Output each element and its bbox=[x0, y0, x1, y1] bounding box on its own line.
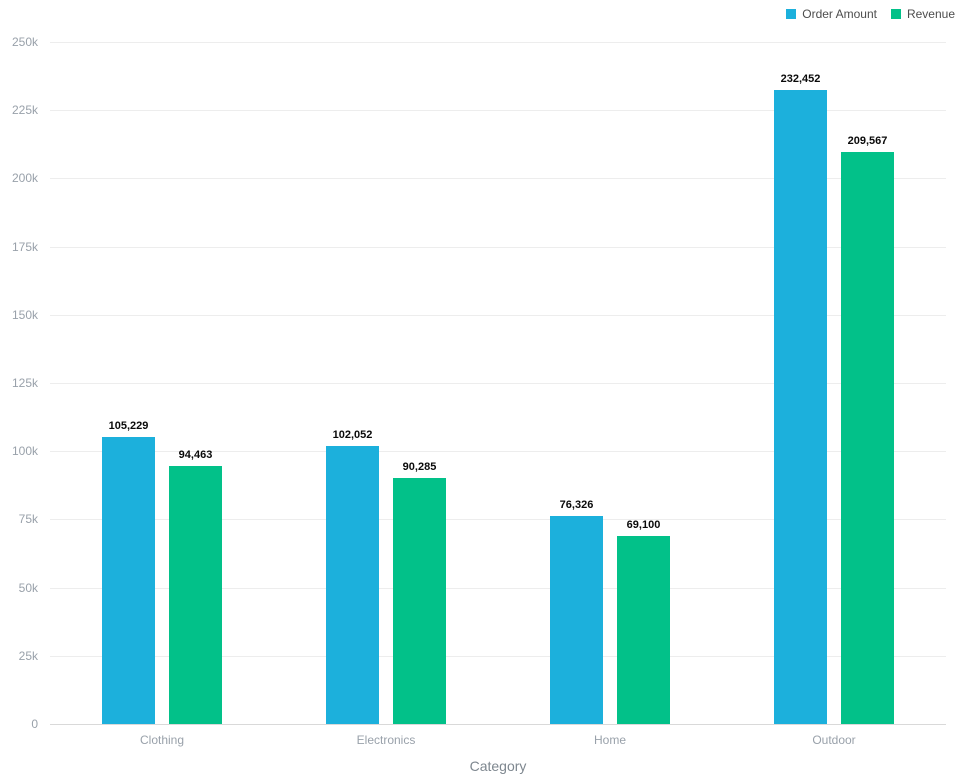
y-tick-label: 50k bbox=[18, 581, 38, 595]
legend: Order Amount Revenue bbox=[786, 7, 955, 21]
y-tick-label: 125k bbox=[11, 376, 38, 390]
bar-order-amount-electronics[interactable] bbox=[326, 445, 379, 724]
value-label-order-amount-outdoor: 232,452 bbox=[780, 72, 821, 85]
gridline bbox=[50, 315, 946, 316]
y-tick-label: 175k bbox=[11, 240, 38, 254]
bar-order-amount-clothing[interactable] bbox=[102, 436, 155, 724]
legend-label: Revenue bbox=[906, 7, 955, 21]
value-label-revenue-outdoor: 209,567 bbox=[847, 135, 888, 148]
y-tick-label: 200k bbox=[11, 171, 38, 185]
bar-revenue-outdoor[interactable] bbox=[841, 152, 894, 724]
legend-item-order-amount[interactable]: Order Amount bbox=[786, 7, 877, 21]
y-tick-label: 150k bbox=[11, 308, 38, 322]
legend-swatch-revenue bbox=[890, 9, 901, 19]
gridline bbox=[50, 519, 946, 520]
x-axis-title: Category bbox=[469, 758, 527, 774]
gridline bbox=[50, 247, 946, 248]
x-axis-baseline bbox=[50, 724, 946, 725]
gridline bbox=[50, 451, 946, 452]
x-tick-label-electronics: Electronics bbox=[356, 733, 416, 747]
y-tick-label: 250k bbox=[11, 35, 38, 49]
bar-order-amount-home[interactable] bbox=[550, 515, 603, 724]
legend-label: Order Amount bbox=[802, 7, 877, 21]
x-tick-label-clothing: Clothing bbox=[139, 733, 185, 747]
y-tick-label: 225k bbox=[11, 103, 38, 117]
value-label-order-amount-electronics: 102,052 bbox=[332, 428, 373, 441]
y-tick-label: 0 bbox=[31, 717, 38, 731]
gridline bbox=[50, 383, 946, 384]
value-label-order-amount-clothing: 105,229 bbox=[108, 419, 149, 432]
legend-item-revenue[interactable]: Revenue bbox=[890, 7, 955, 21]
gridline bbox=[50, 42, 946, 43]
gridline bbox=[50, 588, 946, 589]
bar-revenue-home[interactable] bbox=[617, 535, 670, 724]
x-tick-label-home: Home bbox=[593, 733, 626, 747]
gridline bbox=[50, 178, 946, 179]
bar-order-amount-outdoor[interactable] bbox=[774, 89, 827, 724]
legend-swatch-order-amount bbox=[786, 9, 797, 19]
y-tick-label: 100k bbox=[11, 444, 38, 458]
y-tick-label: 75k bbox=[18, 512, 38, 526]
gridline bbox=[50, 110, 946, 111]
value-label-revenue-clothing: 94,463 bbox=[178, 449, 213, 462]
y-tick-label: 25k bbox=[18, 649, 38, 663]
gridline bbox=[50, 656, 946, 657]
bar-revenue-clothing[interactable] bbox=[169, 466, 222, 724]
bar-revenue-electronics[interactable] bbox=[393, 477, 446, 724]
value-label-order-amount-home: 76,326 bbox=[559, 498, 594, 511]
x-tick-label-outdoor: Outdoor bbox=[812, 733, 856, 747]
value-label-revenue-home: 69,100 bbox=[626, 518, 661, 531]
value-label-revenue-electronics: 90,285 bbox=[402, 460, 437, 473]
